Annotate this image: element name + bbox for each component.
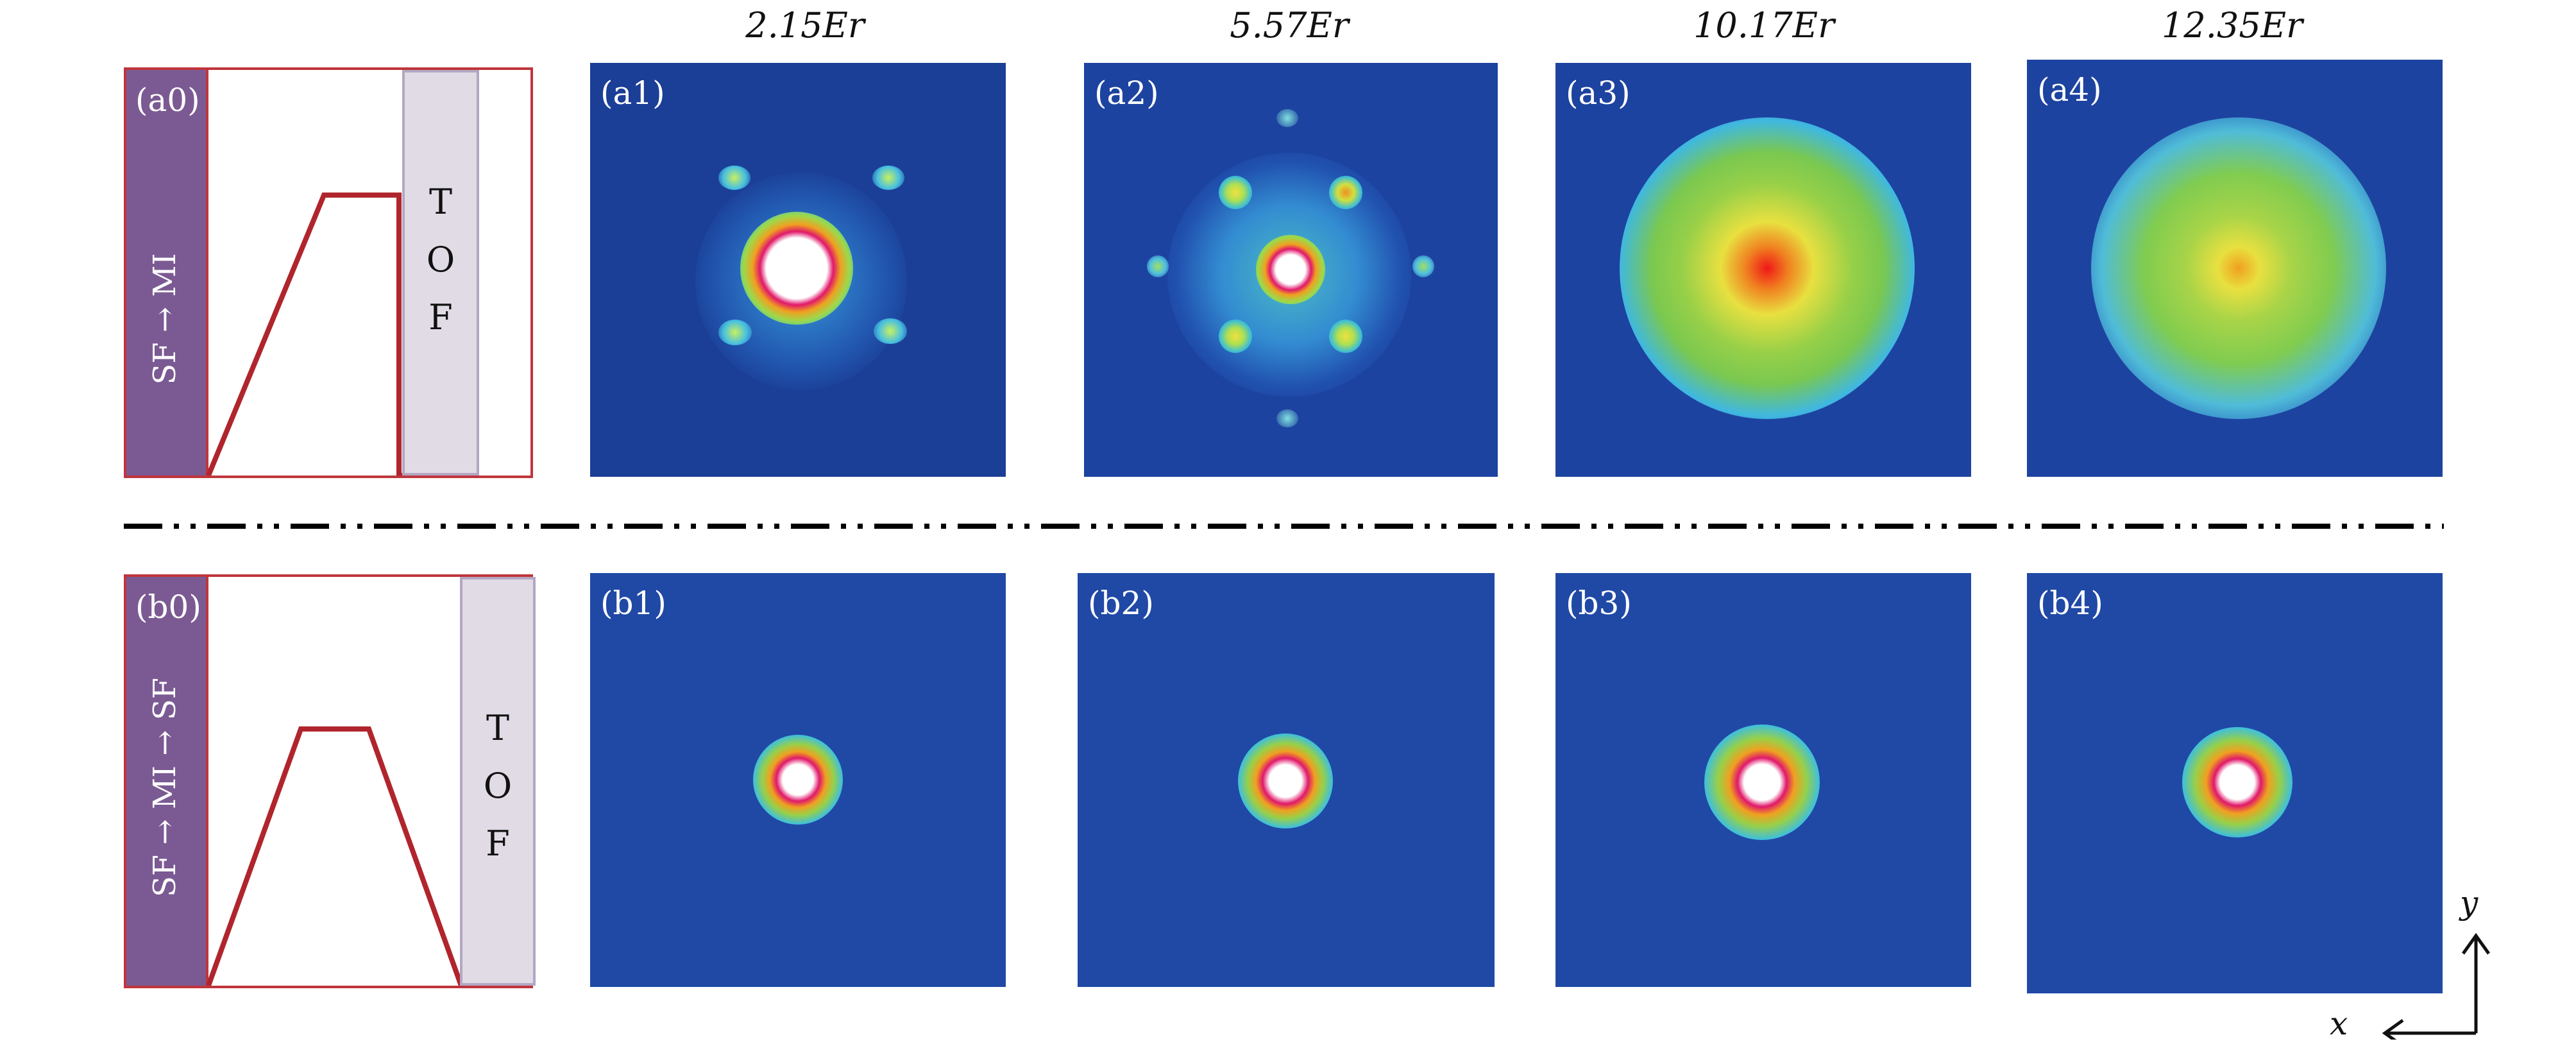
scheme-a0: SF → MI (a0) T O F [124,67,533,478]
panel-label-b1: (b1) [600,585,666,622]
tof-letter: O [483,766,513,806]
bragg-peak [1329,176,1362,209]
bragg-peak [718,320,752,345]
condensate-peak [1238,733,1333,828]
condensate-peak [753,735,843,825]
image-a4: (a4) [2027,60,2443,477]
row-separator [124,524,2444,529]
image-b2: (b2) [1078,573,1495,987]
column-title-3: 10.17Er [1693,5,1835,46]
column-title-1: 2.15Er [745,5,865,46]
tof-bar-b: T O F [460,577,536,986]
image-b1: (b1) [590,573,1006,987]
bragg-peak [874,318,907,344]
column-title-4: 12.35Er [2162,5,2303,46]
tof-bar-a: T O F [402,70,479,476]
panel-label-b3: (b3) [1566,585,1632,622]
central-peak [740,212,853,325]
bragg-peak [718,166,750,190]
panel-label-b4: (b4) [2037,585,2103,622]
ramp-curve-b [206,726,529,986]
image-a1: (a1) [590,63,1006,477]
condensate-peak [2182,727,2292,837]
phase-bar-b: SF → MI → SF [126,577,208,986]
central-peak [1256,235,1325,304]
scheme-label-b0: (b0) [135,588,201,626]
bragg-peak [1147,255,1169,277]
tof-letter: T [428,182,453,222]
bragg-peak [1219,320,1252,353]
bragg-peak [1412,255,1434,277]
axis-label-x: x [2330,1005,2348,1042]
tof-letter: O [426,239,455,280]
bragg-peak [1219,176,1252,209]
image-a3: (a3) [1555,63,1971,477]
panel-label-a4: (a4) [2037,71,2102,108]
image-a2: (a2) [1084,63,1498,477]
broad-distribution [2091,117,2386,419]
condensate-peak [1704,724,1820,840]
panel-label-a3: (a3) [1566,74,1631,112]
image-b3: (b3) [1555,573,1971,987]
tof-letter: F [486,823,510,864]
panel-label-a1: (a1) [600,74,665,112]
broad-distribution [1620,117,1915,419]
panel-label-b2: (b2) [1088,585,1154,622]
bragg-peak [1329,320,1362,353]
image-b4: (b4) [2027,573,2443,993]
axis-arrows [2382,932,2491,1040]
scheme-b0: SF → MI → SF (b0) T O F [124,574,536,988]
ramp-curve-a [206,193,476,476]
bragg-peak [1276,109,1298,127]
tof-letter: T [486,708,510,748]
column-title-2: 5.57Er [1230,5,1349,46]
phase-bar-a: SF → MI [126,70,208,476]
axis-label-y: y [2460,884,2479,922]
tof-letter: F [428,297,453,338]
scheme-label-a0: (a0) [135,81,200,119]
bragg-peak [872,166,904,190]
bragg-peak [1276,409,1298,427]
panel-label-a2: (a2) [1094,74,1159,112]
